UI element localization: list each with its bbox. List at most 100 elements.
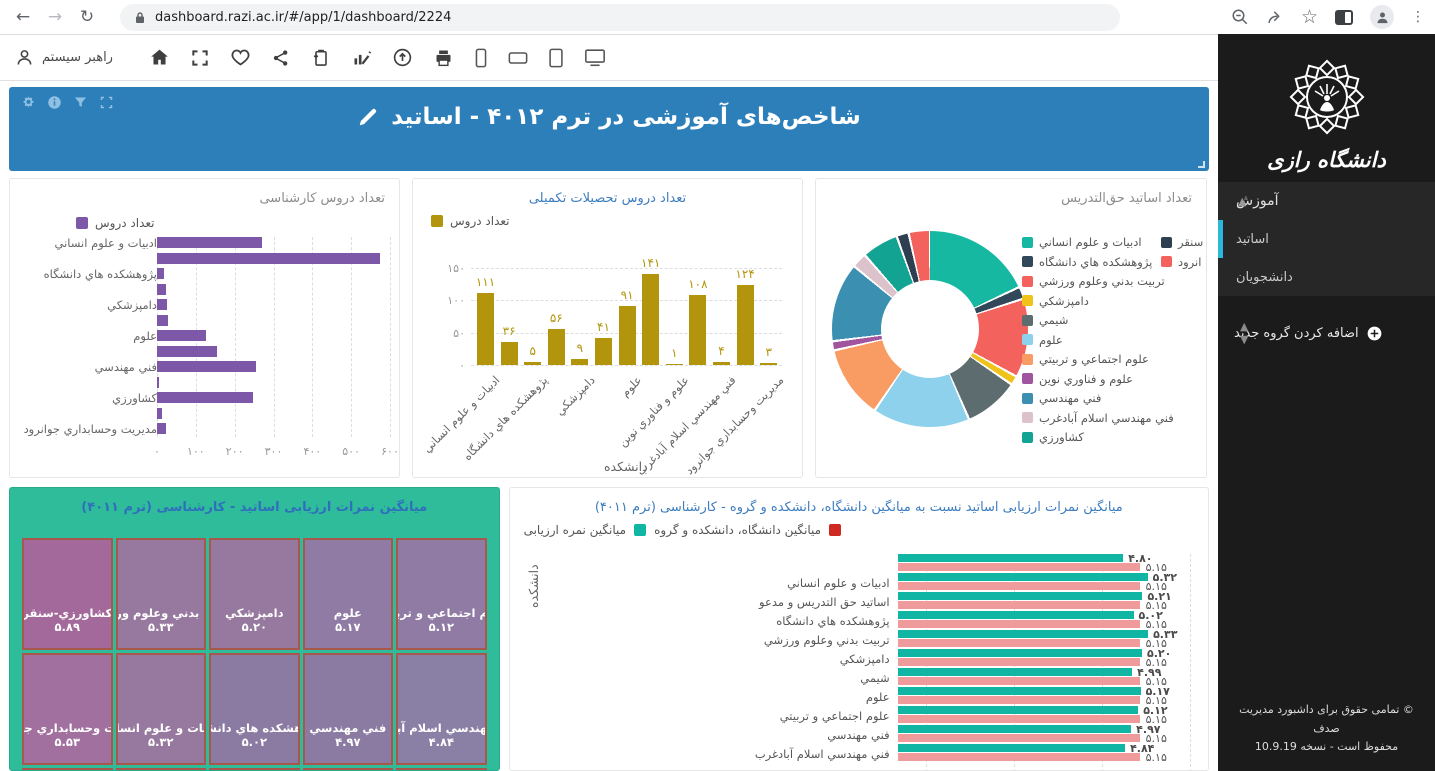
chart-legend[interactable]: میانگین نمره ارزیابی میانگین دانشگاه، دا… xyxy=(524,523,1208,537)
bar-eval[interactable] xyxy=(897,706,1139,714)
bar-eval[interactable] xyxy=(897,554,1124,562)
chart-legend[interactable]: تعداد دروس xyxy=(431,214,802,228)
bar-eval[interactable] xyxy=(897,744,1126,752)
bar-eval[interactable] xyxy=(897,630,1149,638)
bookmark-star-icon[interactable]: ☆ xyxy=(1300,6,1318,28)
filter-icon[interactable] xyxy=(73,95,88,110)
bar-eval[interactable] xyxy=(897,687,1141,695)
bar-avg[interactable] xyxy=(897,601,1140,609)
bar[interactable] xyxy=(618,306,636,365)
legend-item[interactable]: انرود xyxy=(1161,255,1203,269)
treemap-cell[interactable]: مديريت وحسابداري جوانرود۵.۵۳ xyxy=(22,653,113,765)
bar-avg[interactable] xyxy=(897,696,1140,704)
clipboard-add-icon[interactable] xyxy=(311,48,331,68)
tablet-icon[interactable] xyxy=(548,48,564,68)
chart-edit-icon[interactable] xyxy=(351,47,372,68)
bar[interactable] xyxy=(760,363,778,365)
resize-handle[interactable] xyxy=(1198,161,1205,168)
legend-item[interactable]: دامپزشكي xyxy=(1022,294,1174,308)
bar-eval[interactable] xyxy=(897,649,1142,657)
treemap-cell-partial[interactable] xyxy=(22,768,113,770)
treemap-cell-partial[interactable] xyxy=(209,768,300,770)
side-panel-icon[interactable] xyxy=(1335,9,1353,25)
home-icon[interactable] xyxy=(149,47,170,68)
bar[interactable] xyxy=(157,345,217,357)
legend-item[interactable]: شيمي xyxy=(1022,313,1174,327)
bar[interactable] xyxy=(642,273,660,365)
share-icon[interactable] xyxy=(1266,8,1284,26)
bar-avg[interactable] xyxy=(897,658,1140,666)
bar[interactable] xyxy=(500,341,518,365)
user-icon[interactable] xyxy=(14,47,35,68)
bar[interactable] xyxy=(157,423,166,434)
back-icon[interactable]: ← xyxy=(15,7,31,27)
bar-eval[interactable] xyxy=(897,725,1132,733)
treemap-cell-partial[interactable] xyxy=(396,768,487,770)
mobile-icon[interactable] xyxy=(474,48,488,68)
legend-item[interactable]: فني مهندسي اسلام آبادغرب xyxy=(1022,411,1174,425)
info-icon[interactable] xyxy=(47,95,62,110)
bar[interactable] xyxy=(477,293,494,365)
bar-avg[interactable] xyxy=(897,677,1140,685)
share-nodes-icon[interactable] xyxy=(271,48,291,68)
bar[interactable] xyxy=(157,407,162,419)
legend-item[interactable]: فني مهندسي xyxy=(1022,391,1174,405)
bar[interactable] xyxy=(713,362,730,365)
bar[interactable] xyxy=(524,361,542,365)
bar-eval[interactable] xyxy=(897,611,1134,619)
bar-avg[interactable] xyxy=(897,753,1140,761)
sidebar-item-professors[interactable]: اساتید xyxy=(1218,220,1435,258)
bar[interactable] xyxy=(595,338,612,365)
bar[interactable] xyxy=(157,314,169,326)
bar[interactable] xyxy=(157,252,381,264)
legend-item[interactable]: كشاورزي xyxy=(1022,430,1174,444)
legend-item[interactable]: ادبيات و علوم انساني xyxy=(1022,235,1174,249)
bar-avg[interactable] xyxy=(897,639,1140,647)
treemap-cell[interactable]: فني مهندسي ۴.۹۷ xyxy=(302,653,394,765)
treemap-cell-partial[interactable] xyxy=(302,768,394,770)
sidebar-item-education[interactable]: ▲ آموزش xyxy=(1236,193,1279,209)
desktop-icon[interactable] xyxy=(584,48,606,67)
bar[interactable] xyxy=(157,392,254,403)
bar[interactable] xyxy=(571,359,589,365)
bar[interactable] xyxy=(736,284,754,365)
sidebar-item-students[interactable]: دانشجویان xyxy=(1236,269,1293,285)
legend-item[interactable]: تربيت بدني وعلوم ورزشي xyxy=(1022,274,1174,288)
bar[interactable] xyxy=(157,376,159,388)
bar[interactable] xyxy=(157,237,262,248)
gear-icon[interactable] xyxy=(21,95,36,110)
bar-avg[interactable] xyxy=(897,582,1140,590)
fullscreen-icon[interactable] xyxy=(190,48,210,68)
bar[interactable] xyxy=(157,361,257,372)
reload-icon[interactable]: ↻ xyxy=(79,7,95,27)
bar-avg[interactable] xyxy=(897,620,1140,628)
bar[interactable] xyxy=(689,295,707,365)
donut-chart[interactable] xyxy=(832,231,1028,427)
sort-arrows-icon[interactable]: ▲ ▼ xyxy=(1240,320,1249,346)
bar-eval[interactable] xyxy=(897,592,1143,600)
treemap-cell-partial[interactable] xyxy=(115,768,207,770)
treemap-cell[interactable]: كشاورزي-سنقر ۵.۸۹ xyxy=(22,538,113,650)
bar-eval[interactable] xyxy=(897,573,1148,581)
bar[interactable] xyxy=(665,363,683,365)
edit-pencil-icon[interactable] xyxy=(357,106,379,128)
tablet-landscape-icon[interactable] xyxy=(508,51,528,65)
bar[interactable] xyxy=(157,330,206,341)
bar[interactable] xyxy=(157,283,166,295)
bar[interactable] xyxy=(157,268,164,279)
upload-circle-icon[interactable] xyxy=(392,47,413,68)
legend-item[interactable]: علوم xyxy=(1022,333,1174,347)
legend-item[interactable]: سنقر xyxy=(1161,235,1203,249)
bar[interactable] xyxy=(547,328,565,365)
bar-avg[interactable] xyxy=(897,734,1140,742)
bar-avg[interactable] xyxy=(897,715,1140,723)
zoom-out-icon[interactable] xyxy=(1231,8,1249,26)
kebab-menu-icon[interactable]: ⋮ xyxy=(1411,9,1425,25)
treemap-cell[interactable]: دامپزشكي ۵.۲۰ xyxy=(209,538,300,650)
profile-avatar[interactable] xyxy=(1370,5,1394,29)
forward-icon[interactable]: → xyxy=(47,7,63,27)
